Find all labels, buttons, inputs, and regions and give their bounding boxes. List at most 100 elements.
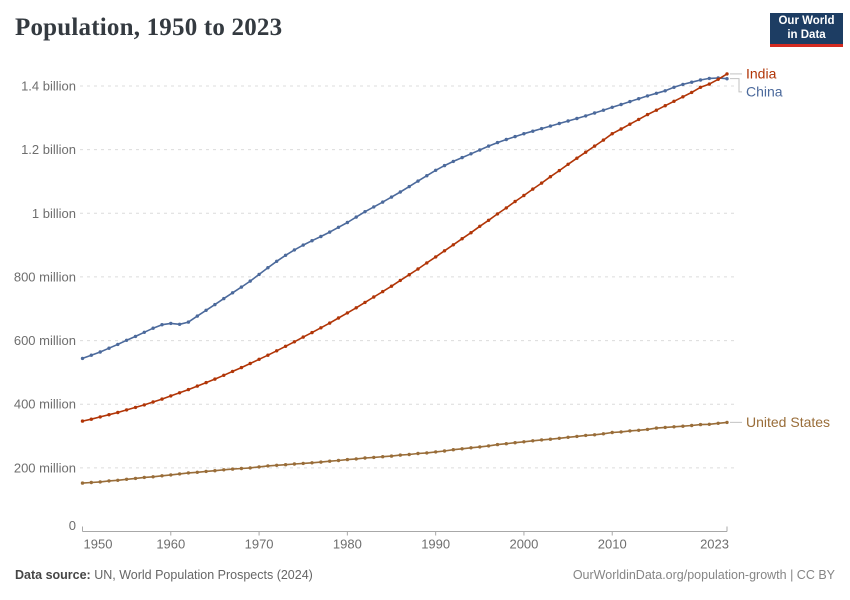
series-point	[248, 279, 252, 283]
series-point	[539, 126, 544, 131]
series-point	[434, 168, 438, 172]
x-axis-tick-label: 2010	[598, 537, 627, 552]
series-point	[116, 342, 120, 347]
series-point	[495, 212, 500, 216]
series-point	[416, 451, 420, 456]
series-point	[124, 338, 129, 342]
series-point	[98, 350, 102, 354]
series-point	[469, 152, 473, 156]
series-point	[222, 296, 226, 301]
series-point	[663, 104, 667, 108]
series-point	[513, 199, 517, 204]
series-point	[486, 444, 491, 448]
y-axis-tick-label: 1.4 billion	[21, 79, 76, 94]
series-point	[336, 225, 341, 229]
series-point	[434, 450, 438, 454]
series-point	[566, 162, 570, 166]
owid-logo[interactable]: Our World in Data	[770, 13, 843, 47]
series-point	[372, 295, 376, 299]
series-point	[522, 132, 526, 136]
series-point	[336, 316, 341, 320]
series-point	[354, 457, 358, 461]
series-point	[486, 218, 491, 222]
series-point	[98, 480, 102, 484]
series-point	[133, 334, 138, 339]
series-point	[257, 272, 261, 277]
series-label-united-states[interactable]: United States	[746, 414, 830, 430]
data-source-note: Data source: UN, World Population Prospe…	[15, 568, 313, 582]
series-point	[283, 463, 288, 467]
series-point	[698, 422, 703, 427]
series-point	[460, 155, 464, 160]
series-point	[186, 471, 191, 475]
series-point	[381, 289, 385, 294]
series-point	[601, 138, 606, 142]
series-label-india[interactable]: India	[746, 65, 777, 81]
series-point	[672, 425, 676, 429]
series-point	[495, 140, 500, 145]
series-point	[319, 326, 323, 330]
series-point	[645, 94, 650, 98]
series-point	[690, 423, 694, 428]
series-point	[89, 480, 94, 485]
y-axis-tick-label: 1 billion	[32, 206, 76, 221]
series-point	[89, 417, 94, 421]
series-point	[213, 469, 217, 473]
series-label-china[interactable]: China	[746, 83, 783, 99]
x-axis-tick-label: 2000	[509, 537, 538, 552]
series-point	[292, 248, 297, 252]
series-point	[275, 349, 279, 353]
series-point	[557, 168, 561, 173]
series-point	[637, 428, 641, 432]
series-point	[354, 215, 358, 219]
series-point	[707, 76, 711, 81]
series-point	[504, 137, 508, 142]
series-point	[275, 259, 279, 263]
series-point	[645, 427, 650, 432]
series-point	[460, 447, 464, 451]
series-point	[522, 440, 526, 444]
series-point	[160, 323, 164, 327]
series-point	[107, 479, 111, 483]
series-point	[301, 335, 305, 339]
series-point	[592, 433, 597, 437]
series-point	[222, 373, 226, 377]
series-point	[195, 314, 199, 318]
series-point	[628, 99, 632, 104]
series-point	[451, 243, 455, 247]
series-point	[690, 80, 694, 84]
series-point	[301, 461, 305, 466]
series-point	[142, 403, 146, 407]
series-point	[681, 95, 685, 99]
series-point	[398, 453, 402, 457]
series-point	[310, 239, 314, 243]
series-point	[230, 369, 235, 374]
series-point	[266, 353, 270, 357]
series-point	[610, 430, 614, 435]
series-point	[584, 433, 588, 438]
series-point	[584, 114, 588, 118]
series-point	[266, 266, 270, 270]
credit-link[interactable]: OurWorldinData.org/population-growth | C…	[572, 568, 835, 582]
series-point	[425, 451, 429, 455]
series-point	[698, 85, 703, 90]
series-line-india[interactable]	[82, 73, 728, 422]
series-point	[469, 446, 473, 450]
series-point	[169, 473, 173, 477]
series-point	[513, 134, 517, 139]
series-point	[345, 220, 350, 225]
x-axis-tick-label: 1950	[84, 537, 113, 552]
series-point	[681, 82, 685, 87]
series-point	[725, 420, 729, 425]
series-point	[177, 391, 182, 395]
y-axis-tick-label: 600 million	[14, 333, 76, 348]
series-point	[548, 437, 553, 441]
series-line-china[interactable]	[82, 77, 728, 360]
series-point	[283, 253, 288, 257]
series-point	[310, 461, 314, 465]
series-point	[283, 344, 288, 348]
series-point	[363, 456, 367, 460]
series-point	[442, 163, 447, 168]
series-point	[725, 72, 729, 76]
